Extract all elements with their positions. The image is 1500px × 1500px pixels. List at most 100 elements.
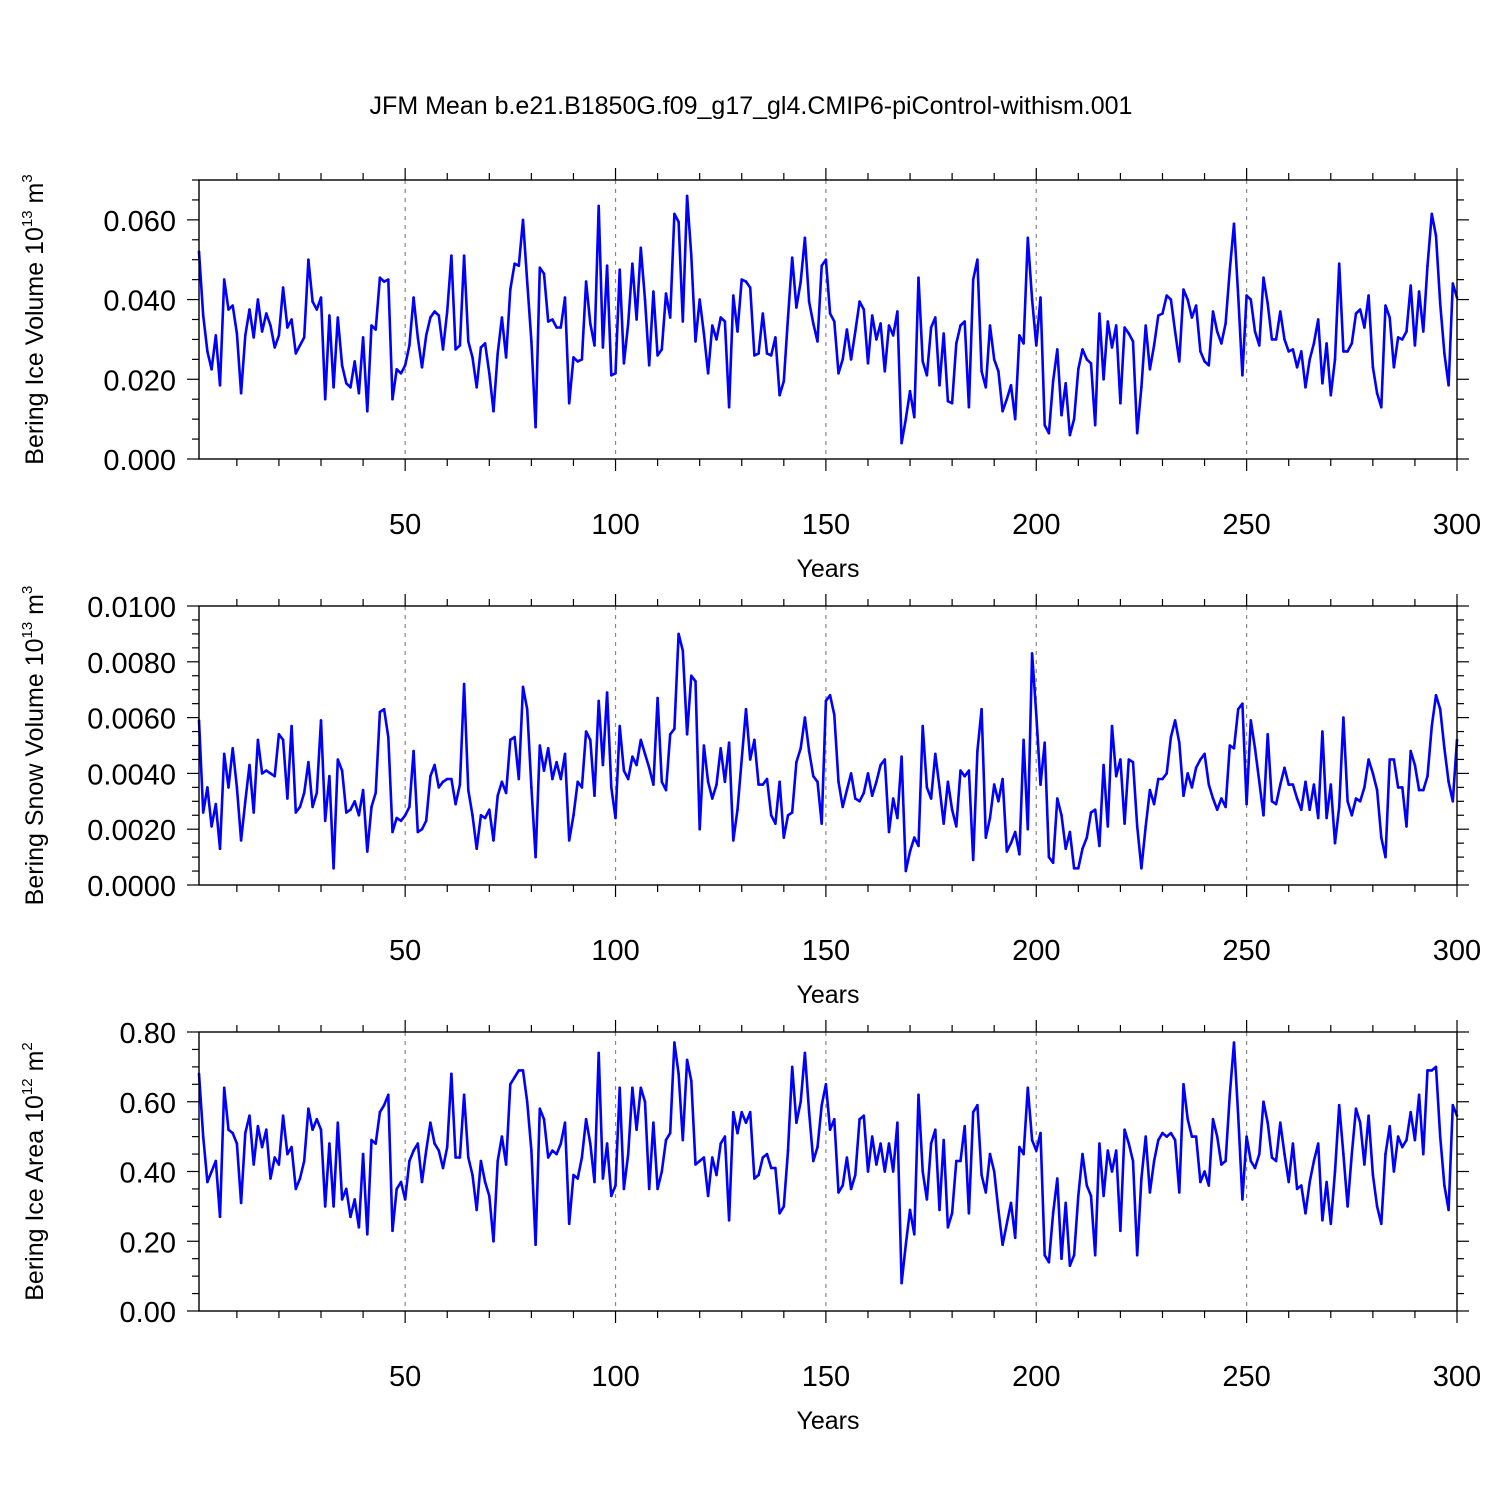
data-point [567, 839, 571, 842]
data-point [357, 814, 361, 817]
data-point [1451, 800, 1455, 803]
data-point [824, 258, 828, 262]
data-point [925, 1198, 929, 1201]
data-point [769, 1166, 773, 1170]
data-point [744, 707, 748, 711]
data-point [719, 316, 722, 319]
data-point [1245, 802, 1248, 806]
data-point [559, 1142, 563, 1145]
y-tick-label: 0.0100 [87, 592, 176, 624]
data-point [1186, 772, 1189, 775]
data-point [530, 1149, 533, 1152]
data-point [458, 783, 462, 786]
data-point [1291, 783, 1295, 786]
data-point [471, 814, 474, 817]
data-point [1068, 830, 1072, 834]
data-point [1173, 1138, 1177, 1142]
data-point [1093, 808, 1097, 811]
data-point [231, 1131, 234, 1135]
data-point [1224, 805, 1227, 809]
data-point [538, 266, 542, 270]
data-point [1316, 816, 1320, 820]
data-point [1249, 719, 1253, 722]
data-point [664, 788, 668, 792]
data-point [437, 786, 441, 789]
data-point [706, 372, 710, 375]
data-point [1022, 738, 1025, 742]
data-point [1165, 772, 1168, 775]
data-point [206, 1180, 209, 1184]
data-point [1409, 1110, 1412, 1114]
data-point [454, 1156, 457, 1159]
data-point [1161, 777, 1164, 781]
data-point [1178, 741, 1181, 744]
data-point [450, 254, 453, 257]
data-point [252, 336, 255, 339]
data-point [492, 1240, 495, 1243]
data-point [719, 1142, 722, 1145]
data-point [1300, 808, 1303, 811]
data-point [1169, 1131, 1173, 1135]
data-point [1228, 1093, 1232, 1097]
x-tick-label: 150 [802, 1361, 850, 1393]
data-point [1018, 1145, 1021, 1149]
data-point [332, 1205, 335, 1208]
data-point [702, 332, 706, 335]
data-point [593, 1180, 596, 1184]
data-point [748, 758, 752, 761]
data-point [433, 763, 436, 767]
data-point [740, 758, 743, 761]
data-point [1190, 316, 1194, 319]
data-point [580, 358, 584, 361]
data-point [618, 1086, 621, 1090]
data-point [904, 417, 908, 421]
data-point [748, 286, 752, 289]
chart-panel-snow-volume: 50 100 150 200 250 300 0.0000 0.0020 0.0040 0.006… [19, 586, 1481, 1009]
data-point [938, 786, 941, 789]
data-point [1443, 352, 1446, 355]
data-point [1056, 348, 1059, 351]
data-point [302, 791, 306, 795]
data-point [988, 816, 992, 820]
data-point [311, 805, 314, 809]
y-axis-title-unit-exponent: 3 [19, 174, 36, 182]
data-point [210, 368, 213, 371]
data-point [875, 780, 878, 784]
data-point [1190, 1135, 1194, 1138]
data-point [1077, 1194, 1080, 1198]
data-point [1085, 1184, 1089, 1187]
data-point [1443, 747, 1446, 750]
y-axis-title: Bering Snow Volume 1013 m3 [19, 586, 49, 906]
data-point [1396, 786, 1400, 789]
plot-frame [198, 179, 1458, 460]
data-point [1114, 774, 1118, 778]
data-point [231, 304, 234, 307]
data-point [694, 680, 697, 683]
y-axis-title-exponent: 12 [19, 1078, 36, 1095]
data-point [429, 316, 432, 319]
data-point [1279, 310, 1282, 313]
data-point [1110, 724, 1114, 728]
data-point [1127, 758, 1131, 761]
data-point [841, 805, 844, 809]
data-point [349, 1215, 352, 1219]
data-point [668, 1131, 672, 1135]
data-point [1350, 814, 1354, 817]
data-point [1022, 342, 1025, 345]
data-point [315, 1117, 319, 1121]
data-point [816, 340, 819, 343]
data-point [913, 1233, 916, 1236]
data-point [1443, 1184, 1446, 1187]
data-point [959, 1159, 962, 1163]
data-point [736, 1131, 739, 1135]
data-point [593, 344, 596, 347]
data-point [1316, 1142, 1320, 1145]
data-point [778, 393, 781, 397]
data-point [748, 1110, 752, 1114]
data-point [395, 816, 399, 820]
data-point [1266, 302, 1269, 305]
data-point [807, 749, 811, 753]
data-point [685, 1058, 689, 1062]
data-point [244, 1131, 247, 1135]
data-point [803, 236, 807, 240]
